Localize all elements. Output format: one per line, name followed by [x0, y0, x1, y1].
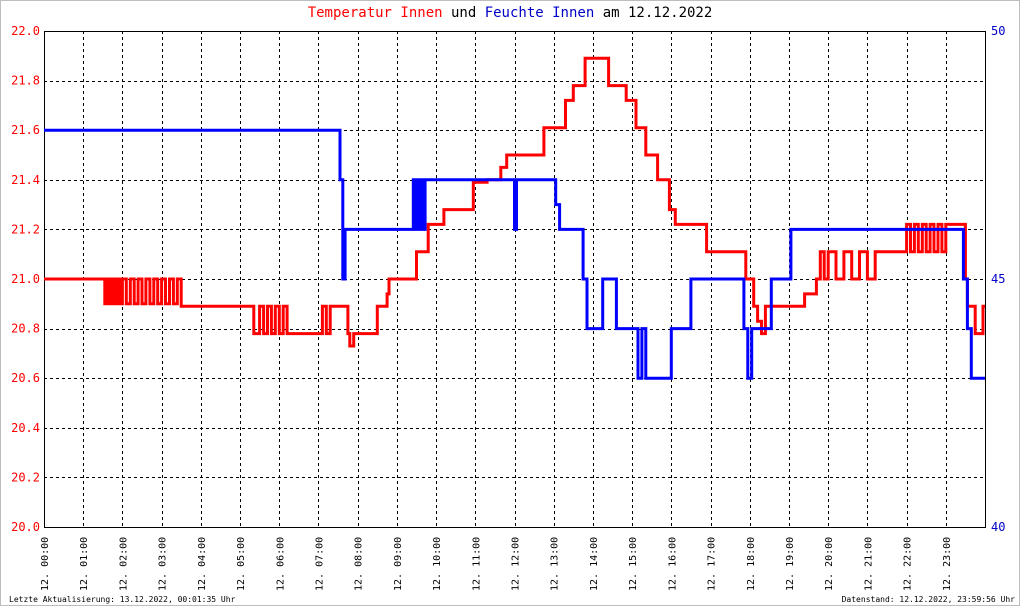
y-left-tick-label: 21.6: [11, 123, 40, 137]
x-tick-label: 12. 15:00: [628, 537, 639, 591]
title-date: am 12.12.2022: [594, 5, 713, 21]
x-tick-label: 12. 09:00: [393, 537, 404, 591]
y-left-tick-label: 20.6: [11, 371, 40, 385]
x-tick-label: 12. 13:00: [550, 537, 561, 591]
y-left-tick-label: 20.0: [11, 520, 40, 534]
y-right-tick-label: 40: [991, 520, 1005, 534]
x-tick-label: 12. 22:00: [903, 537, 914, 591]
x-tick-label: 12. 04:00: [197, 537, 208, 591]
chart-title: Temperatur Innen und Feuchte Innen am 12…: [1, 5, 1019, 21]
x-tick-label: 12. 01:00: [79, 537, 90, 591]
y-left-tick-label: 21.0: [11, 272, 40, 286]
title-and: und: [442, 5, 485, 21]
x-tick-label: 12. 10:00: [432, 537, 443, 591]
x-tick-label: 12. 05:00: [236, 537, 247, 591]
x-tick-label: 12. 12:00: [511, 537, 522, 591]
title-temperature: Temperatur Innen: [307, 5, 443, 21]
y-left-tick-label: 20.8: [11, 322, 40, 336]
x-tick-label: 12. 06:00: [275, 537, 286, 591]
series-line-temperature: [44, 56, 985, 348]
x-tick-label: 12. 00:00: [40, 537, 51, 591]
y-left-tick-label: 20.4: [11, 421, 40, 435]
title-humidity: Feuchte Innen: [484, 5, 595, 21]
x-tick-label: 12. 18:00: [746, 537, 757, 591]
x-tick-label: 12. 03:00: [158, 537, 169, 591]
x-tick-label: 12. 20:00: [824, 537, 835, 591]
x-tick-label: 12. 21:00: [863, 537, 874, 591]
y-left-tick-label: 21.4: [11, 173, 40, 187]
y-left-tick-label: 21.2: [11, 222, 40, 236]
x-tick-label: 12. 14:00: [589, 537, 600, 591]
x-tick-label: 12. 16:00: [667, 537, 678, 591]
x-tick-label: 12. 19:00: [785, 537, 796, 591]
y-right-tick-label: 45: [991, 272, 1005, 286]
x-tick-label: 12. 07:00: [314, 537, 325, 591]
x-tick-label: 12. 11:00: [471, 537, 482, 591]
x-tick-label: 12. 08:00: [354, 537, 365, 591]
x-tick-label: 12. 17:00: [707, 537, 718, 591]
x-tick-label: 12. 02:00: [118, 537, 129, 591]
y-left-tick-label: 20.2: [11, 470, 40, 484]
y-left-tick-label: 21.8: [11, 74, 40, 88]
series-line-humidity: [44, 128, 985, 380]
y-right-tick-label: 50: [991, 24, 1005, 38]
x-tick-label: 12. 23:00: [942, 537, 953, 591]
footer-last-update: Letzte Aktualisierung: 13.12.2022, 00:01…: [9, 595, 236, 604]
footer-data-status: Datenstand: 12.12.2022, 23:59:56 Uhr: [841, 595, 1015, 604]
y-left-tick-label: 22.0: [11, 24, 40, 38]
